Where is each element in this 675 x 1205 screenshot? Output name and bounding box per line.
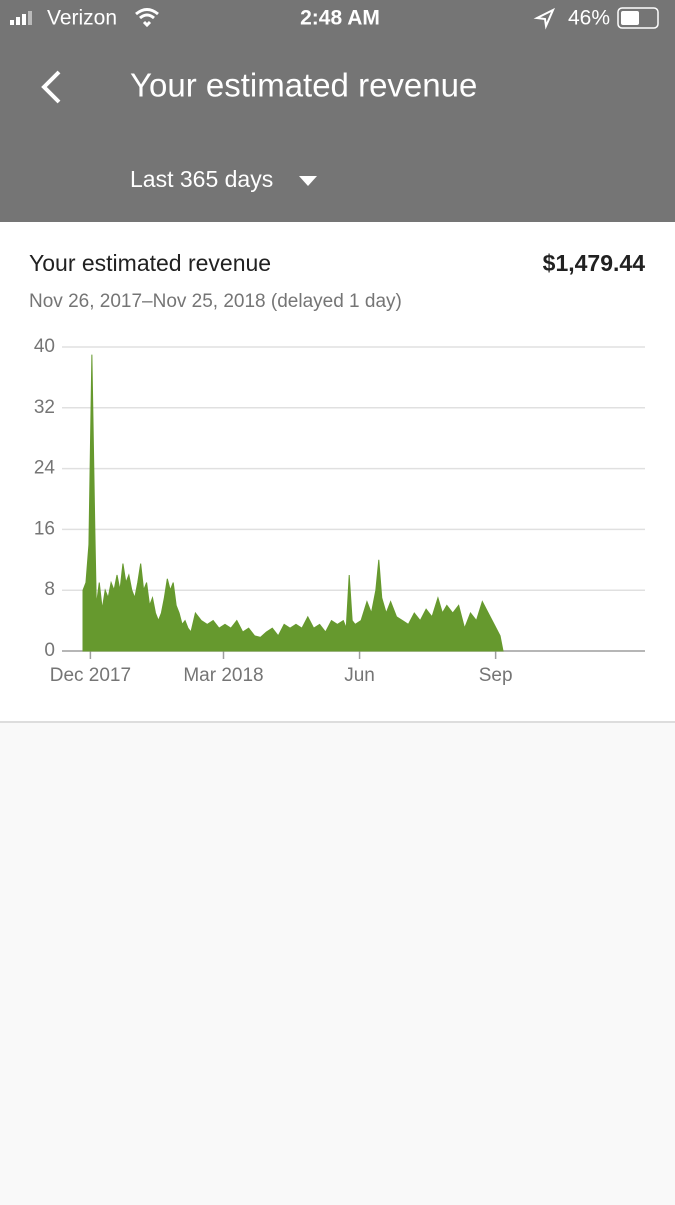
date-range: Nov 26, 2017–Nov 25, 2018 (delayed 1 day… — [29, 291, 402, 312]
y-tick-label: 24 — [34, 458, 56, 479]
app-bar — [0, 0, 675, 222]
page-title: Your estimated revenue — [130, 67, 477, 104]
location-icon — [533, 7, 556, 30]
wifi-icon — [135, 8, 159, 28]
x-tick-label: Mar 2018 — [183, 665, 263, 686]
time: 2:48 AM — [300, 7, 380, 30]
back-button[interactable] — [41, 70, 61, 104]
card-title: Your estimated revenue — [29, 250, 271, 276]
y-tick-label: 40 — [34, 336, 55, 357]
y-tick-label: 32 — [34, 397, 55, 418]
x-tick-label: Sep — [479, 665, 513, 686]
revenue-total: $1,479.44 — [543, 250, 646, 276]
y-tick-label: 0 — [44, 640, 55, 661]
period-selector[interactable]: Last 365 days — [130, 166, 273, 192]
carrier: Verizon — [47, 7, 117, 30]
x-tick-label: Jun — [344, 665, 375, 686]
y-tick-label: 16 — [34, 518, 55, 539]
battery-level — [621, 11, 639, 25]
signal-icon — [10, 11, 32, 25]
x-tick-label: Dec 2017 — [50, 665, 131, 686]
y-tick-label: 8 — [44, 579, 55, 600]
battery-icon — [617, 7, 659, 29]
revenue-area — [82, 354, 504, 652]
dropdown-arrow[interactable] — [299, 176, 317, 186]
battery-percent: 46% — [568, 7, 610, 30]
